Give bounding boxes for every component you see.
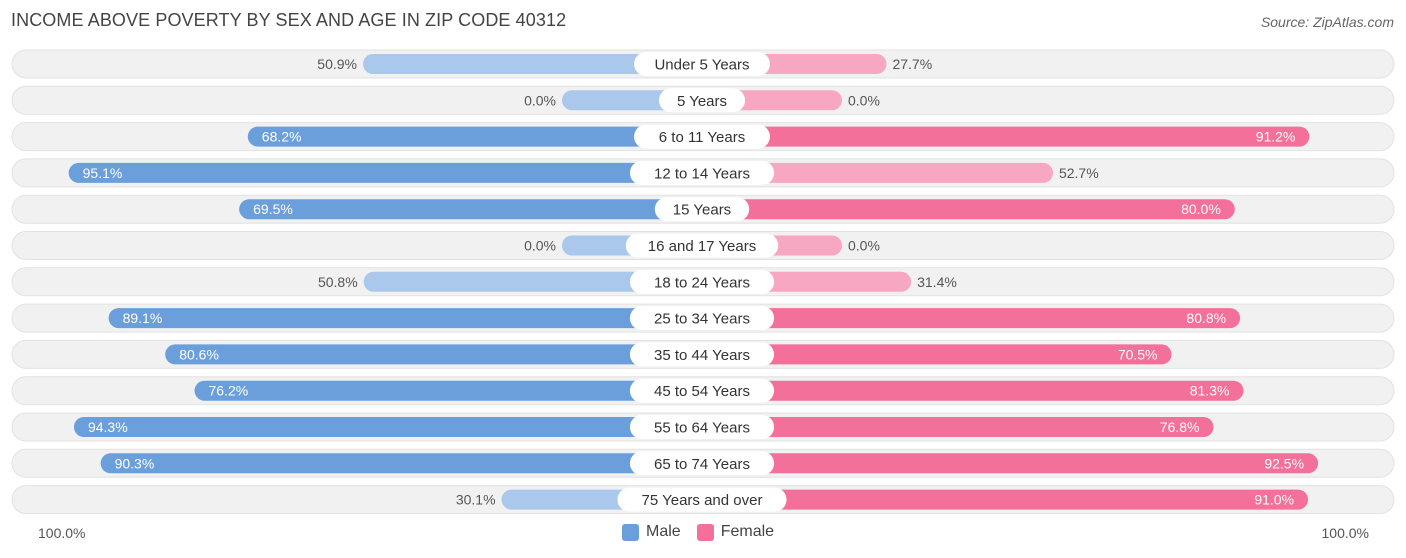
value-label-male: 30.1%	[456, 492, 496, 508]
category-pill	[629, 378, 775, 403]
value-label-female: 31.4%	[917, 274, 957, 290]
bar-female	[702, 344, 1172, 365]
bar-male	[194, 380, 702, 401]
legend-item-female: Female	[696, 523, 775, 541]
value-label-female: 0.0%	[848, 92, 880, 108]
value-label-male: 80.6%	[179, 346, 219, 362]
value-label-female: 70.5%	[1118, 346, 1158, 362]
category-label: 45 to 54 Years	[654, 383, 750, 400]
bar-male	[108, 308, 703, 329]
category-pill	[634, 124, 770, 149]
category-pill	[634, 52, 770, 76]
value-label-female: 76.8%	[1160, 419, 1200, 435]
category-pill	[629, 342, 775, 367]
category-pill	[629, 269, 775, 294]
bar-male	[363, 271, 702, 292]
bar-male	[363, 54, 702, 74]
category-label: 15 Years	[673, 202, 731, 219]
value-label-male: 0.0%	[524, 92, 556, 108]
legend: Male Female	[622, 523, 790, 541]
value-label-male: 0.0%	[524, 238, 556, 254]
category-label: 35 to 44 Years	[654, 347, 750, 364]
category-pill	[629, 451, 775, 476]
category-pill	[658, 88, 746, 113]
value-label-male: 95.1%	[83, 165, 123, 181]
category-label: 16 and 17 Years	[648, 238, 756, 255]
value-label-male: 89.1%	[123, 310, 163, 326]
value-label-female: 80.8%	[1186, 310, 1226, 326]
category-pill	[629, 415, 775, 439]
value-label-female: 27.7%	[892, 56, 932, 72]
legend-swatch-female	[696, 523, 714, 541]
category-label: 5 Years	[677, 93, 727, 110]
value-label-female: 52.7%	[1059, 165, 1099, 181]
source-note: Source: ZipAtlas.com	[1260, 14, 1394, 30]
category-pill	[617, 487, 787, 512]
value-label-male: 68.2%	[262, 129, 302, 145]
chart-title: INCOME ABOVE POVERTY BY SEX AND AGE IN Z…	[11, 10, 567, 30]
bar-male	[73, 417, 703, 437]
category-label: 55 to 64 Years	[654, 420, 750, 437]
value-label-female: 91.0%	[1254, 492, 1294, 508]
bar-male	[165, 344, 703, 365]
value-label-male: 50.8%	[318, 274, 358, 290]
axis-left-label: 100.0%	[38, 525, 86, 541]
bar-female	[702, 199, 1235, 220]
bar-female	[702, 162, 1053, 183]
legend-item-male: Male	[622, 523, 681, 541]
category-label: Under 5 Years	[654, 57, 749, 74]
category-label: 6 to 11 Years	[659, 129, 745, 146]
category-label: 12 to 14 Years	[654, 165, 750, 182]
bar-female	[702, 489, 1309, 510]
bar-female	[702, 380, 1244, 401]
bar-female	[702, 308, 1241, 329]
value-label-male: 50.9%	[317, 56, 357, 72]
legend-swatch-male	[622, 523, 639, 541]
value-label-female: 81.3%	[1190, 383, 1230, 399]
value-label-male: 76.2%	[209, 383, 249, 399]
category-pill	[625, 233, 779, 258]
legend-label-male: Male	[646, 523, 681, 540]
axis-right-label: 100.0%	[1321, 525, 1369, 541]
category-label: 18 to 24 Years	[654, 274, 750, 291]
value-label-male: 90.3%	[115, 455, 155, 471]
bar-male	[68, 162, 702, 183]
category-label: 65 to 74 Years	[654, 456, 750, 473]
category-pill	[629, 160, 775, 185]
value-label-male: 94.3%	[88, 419, 128, 435]
bar-male	[247, 126, 702, 147]
value-label-female: 80.0%	[1181, 201, 1221, 217]
legend-label-female: Female	[720, 523, 775, 540]
value-label-male: 69.5%	[253, 201, 293, 217]
bar-female	[702, 126, 1310, 147]
category-label: 75 Years and over	[642, 492, 763, 509]
category-pill	[629, 306, 775, 331]
value-label-female: 91.2%	[1256, 129, 1296, 145]
bar-female	[702, 417, 1214, 437]
bar-male	[239, 199, 702, 220]
bar-female	[702, 453, 1319, 474]
category-pill	[654, 197, 750, 222]
value-label-female: 0.0%	[848, 238, 880, 254]
bar-male	[100, 453, 703, 474]
bar-chart: 50.9% 27.7% Under 5 Years 0.0% 0.0% 5 Years 68…	[11, 49, 1395, 515]
value-label-female: 92.5%	[1264, 455, 1304, 471]
category-label: 25 to 34 Years	[654, 311, 750, 328]
